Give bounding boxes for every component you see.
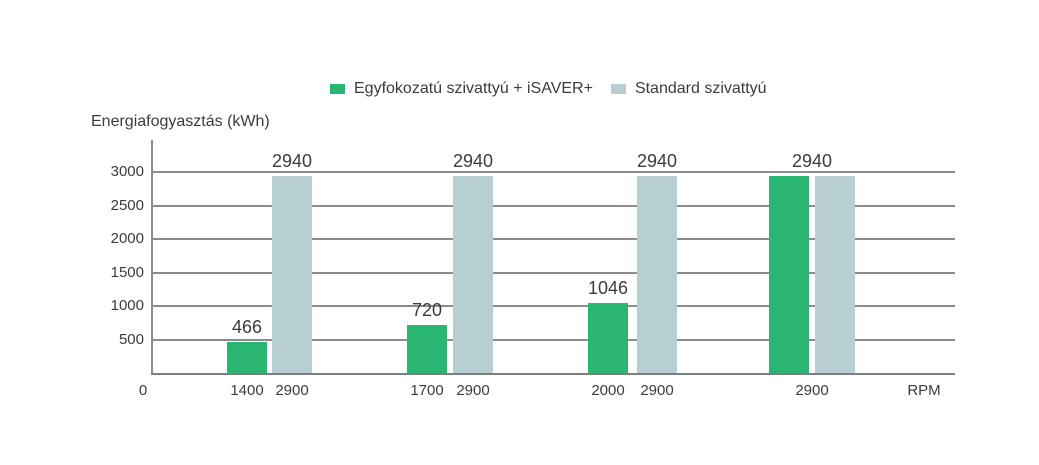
gridline (153, 204, 955, 207)
y-axis-title: Energiafogyasztás (kWh) (91, 113, 270, 130)
x-axis-label: 2000 (591, 382, 625, 399)
x-axis-origin-label: 0 (138, 382, 148, 399)
x-axis-label: 1700 (410, 382, 444, 399)
x-axis-label: 2900 (640, 382, 674, 399)
gridline (153, 271, 955, 274)
gridline (153, 171, 955, 173)
bar-standard (637, 176, 677, 373)
y-axis-tick-label: 3000 (110, 163, 144, 180)
legend-label: Standard szivattyú (634, 80, 767, 97)
bar-value-label: 2940 (791, 151, 833, 171)
y-axis-tick-label: 2000 (110, 230, 144, 247)
bar-value-label: 720 (411, 300, 443, 320)
legend-label: Egyfokozatú szivattyú + iSAVER+ (354, 80, 593, 97)
bar-value-label: 1046 (587, 278, 629, 298)
legend-item: Egyfokozatú szivattyú + iSAVER+ (330, 80, 593, 98)
x-axis-unit-label: RPM (907, 382, 941, 399)
bar-value-label: 2940 (452, 151, 494, 171)
legend-color-swatch (610, 84, 626, 94)
legend-item: Standard szivattyú (610, 80, 767, 98)
plot-area: 466 1400 2940 2900 720 1700 2940 2900 1046 2000 29… (139, 140, 955, 399)
x-axis-label: 2900 (275, 382, 309, 399)
x-axis-label: 2900 (456, 382, 490, 399)
bar-value-label: 2940 (271, 151, 313, 171)
bar-standard (815, 176, 855, 373)
bar-standard (453, 176, 493, 373)
legend-color-swatch (330, 84, 345, 94)
bar-standard (272, 176, 312, 373)
y-axis-tick-label: 2500 (110, 196, 144, 214)
bar-value-label: 2940 (636, 151, 678, 171)
x-axis-label: 2900 (795, 382, 829, 399)
gridline (153, 338, 955, 341)
bar-value-label: 466 (231, 317, 263, 337)
y-axis-tick-label: 1500 (110, 263, 144, 281)
bar-isaver (588, 303, 628, 373)
bar-isaver (769, 176, 809, 373)
gridline (153, 305, 955, 307)
y-axis-tick-label: 500 (118, 330, 144, 348)
x-axis-label: 1400 (230, 382, 264, 399)
gridline (153, 238, 955, 240)
chart-legend: Egyfokozatú szivattyú + iSAVER+ Standard … (330, 80, 767, 98)
bar-isaver (407, 325, 447, 373)
y-axis-tick-label: 1000 (110, 297, 144, 314)
bar-isaver (227, 342, 267, 373)
